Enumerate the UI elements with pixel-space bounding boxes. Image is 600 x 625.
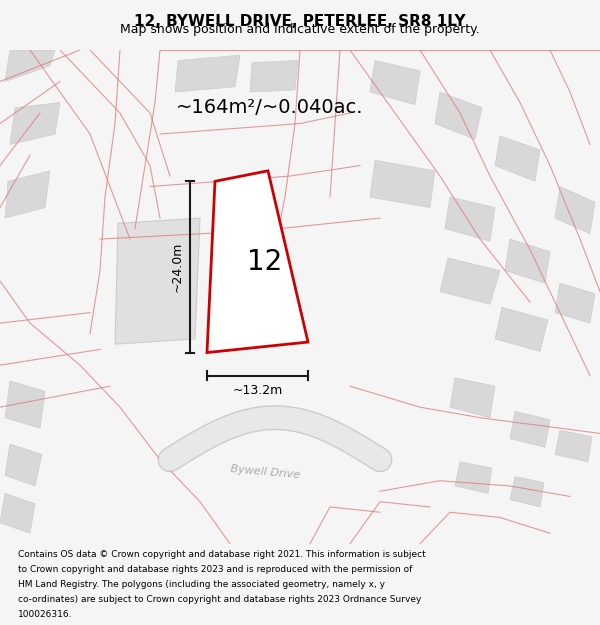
Polygon shape bbox=[370, 160, 435, 208]
Text: 100026316.: 100026316. bbox=[18, 611, 73, 619]
Polygon shape bbox=[445, 197, 495, 241]
Polygon shape bbox=[10, 102, 60, 144]
Text: ~13.2m: ~13.2m bbox=[232, 384, 283, 397]
Polygon shape bbox=[555, 187, 595, 234]
Polygon shape bbox=[555, 283, 595, 323]
Polygon shape bbox=[175, 55, 240, 92]
Polygon shape bbox=[510, 411, 550, 447]
Text: HM Land Registry. The polygons (including the associated geometry, namely x, y: HM Land Registry. The polygons (includin… bbox=[18, 580, 385, 589]
Polygon shape bbox=[5, 171, 50, 218]
Polygon shape bbox=[510, 476, 544, 507]
Text: ~24.0m: ~24.0m bbox=[170, 242, 184, 292]
Polygon shape bbox=[440, 258, 500, 304]
Polygon shape bbox=[207, 171, 308, 352]
Text: 12: 12 bbox=[247, 248, 282, 276]
Polygon shape bbox=[450, 378, 495, 418]
Polygon shape bbox=[455, 462, 492, 493]
Text: ~164m²/~0.040ac.: ~164m²/~0.040ac. bbox=[176, 98, 364, 118]
Polygon shape bbox=[495, 136, 540, 181]
Polygon shape bbox=[5, 50, 55, 81]
Polygon shape bbox=[495, 308, 548, 351]
Polygon shape bbox=[5, 381, 45, 428]
Text: 12, BYWELL DRIVE, PETERLEE, SR8 1LY: 12, BYWELL DRIVE, PETERLEE, SR8 1LY bbox=[134, 14, 466, 29]
Text: Bywell Drive: Bywell Drive bbox=[230, 464, 300, 481]
Text: Map shows position and indicative extent of the property.: Map shows position and indicative extent… bbox=[120, 23, 480, 36]
Polygon shape bbox=[435, 92, 482, 139]
Polygon shape bbox=[555, 430, 592, 462]
Polygon shape bbox=[370, 61, 420, 104]
Text: to Crown copyright and database rights 2023 and is reproduced with the permissio: to Crown copyright and database rights 2… bbox=[18, 565, 412, 574]
Text: Contains OS data © Crown copyright and database right 2021. This information is : Contains OS data © Crown copyright and d… bbox=[18, 550, 426, 559]
Polygon shape bbox=[505, 239, 550, 283]
Polygon shape bbox=[250, 61, 298, 92]
Polygon shape bbox=[115, 218, 200, 344]
Polygon shape bbox=[0, 493, 35, 533]
Text: co-ordinates) are subject to Crown copyright and database rights 2023 Ordnance S: co-ordinates) are subject to Crown copyr… bbox=[18, 596, 421, 604]
Polygon shape bbox=[5, 444, 42, 486]
